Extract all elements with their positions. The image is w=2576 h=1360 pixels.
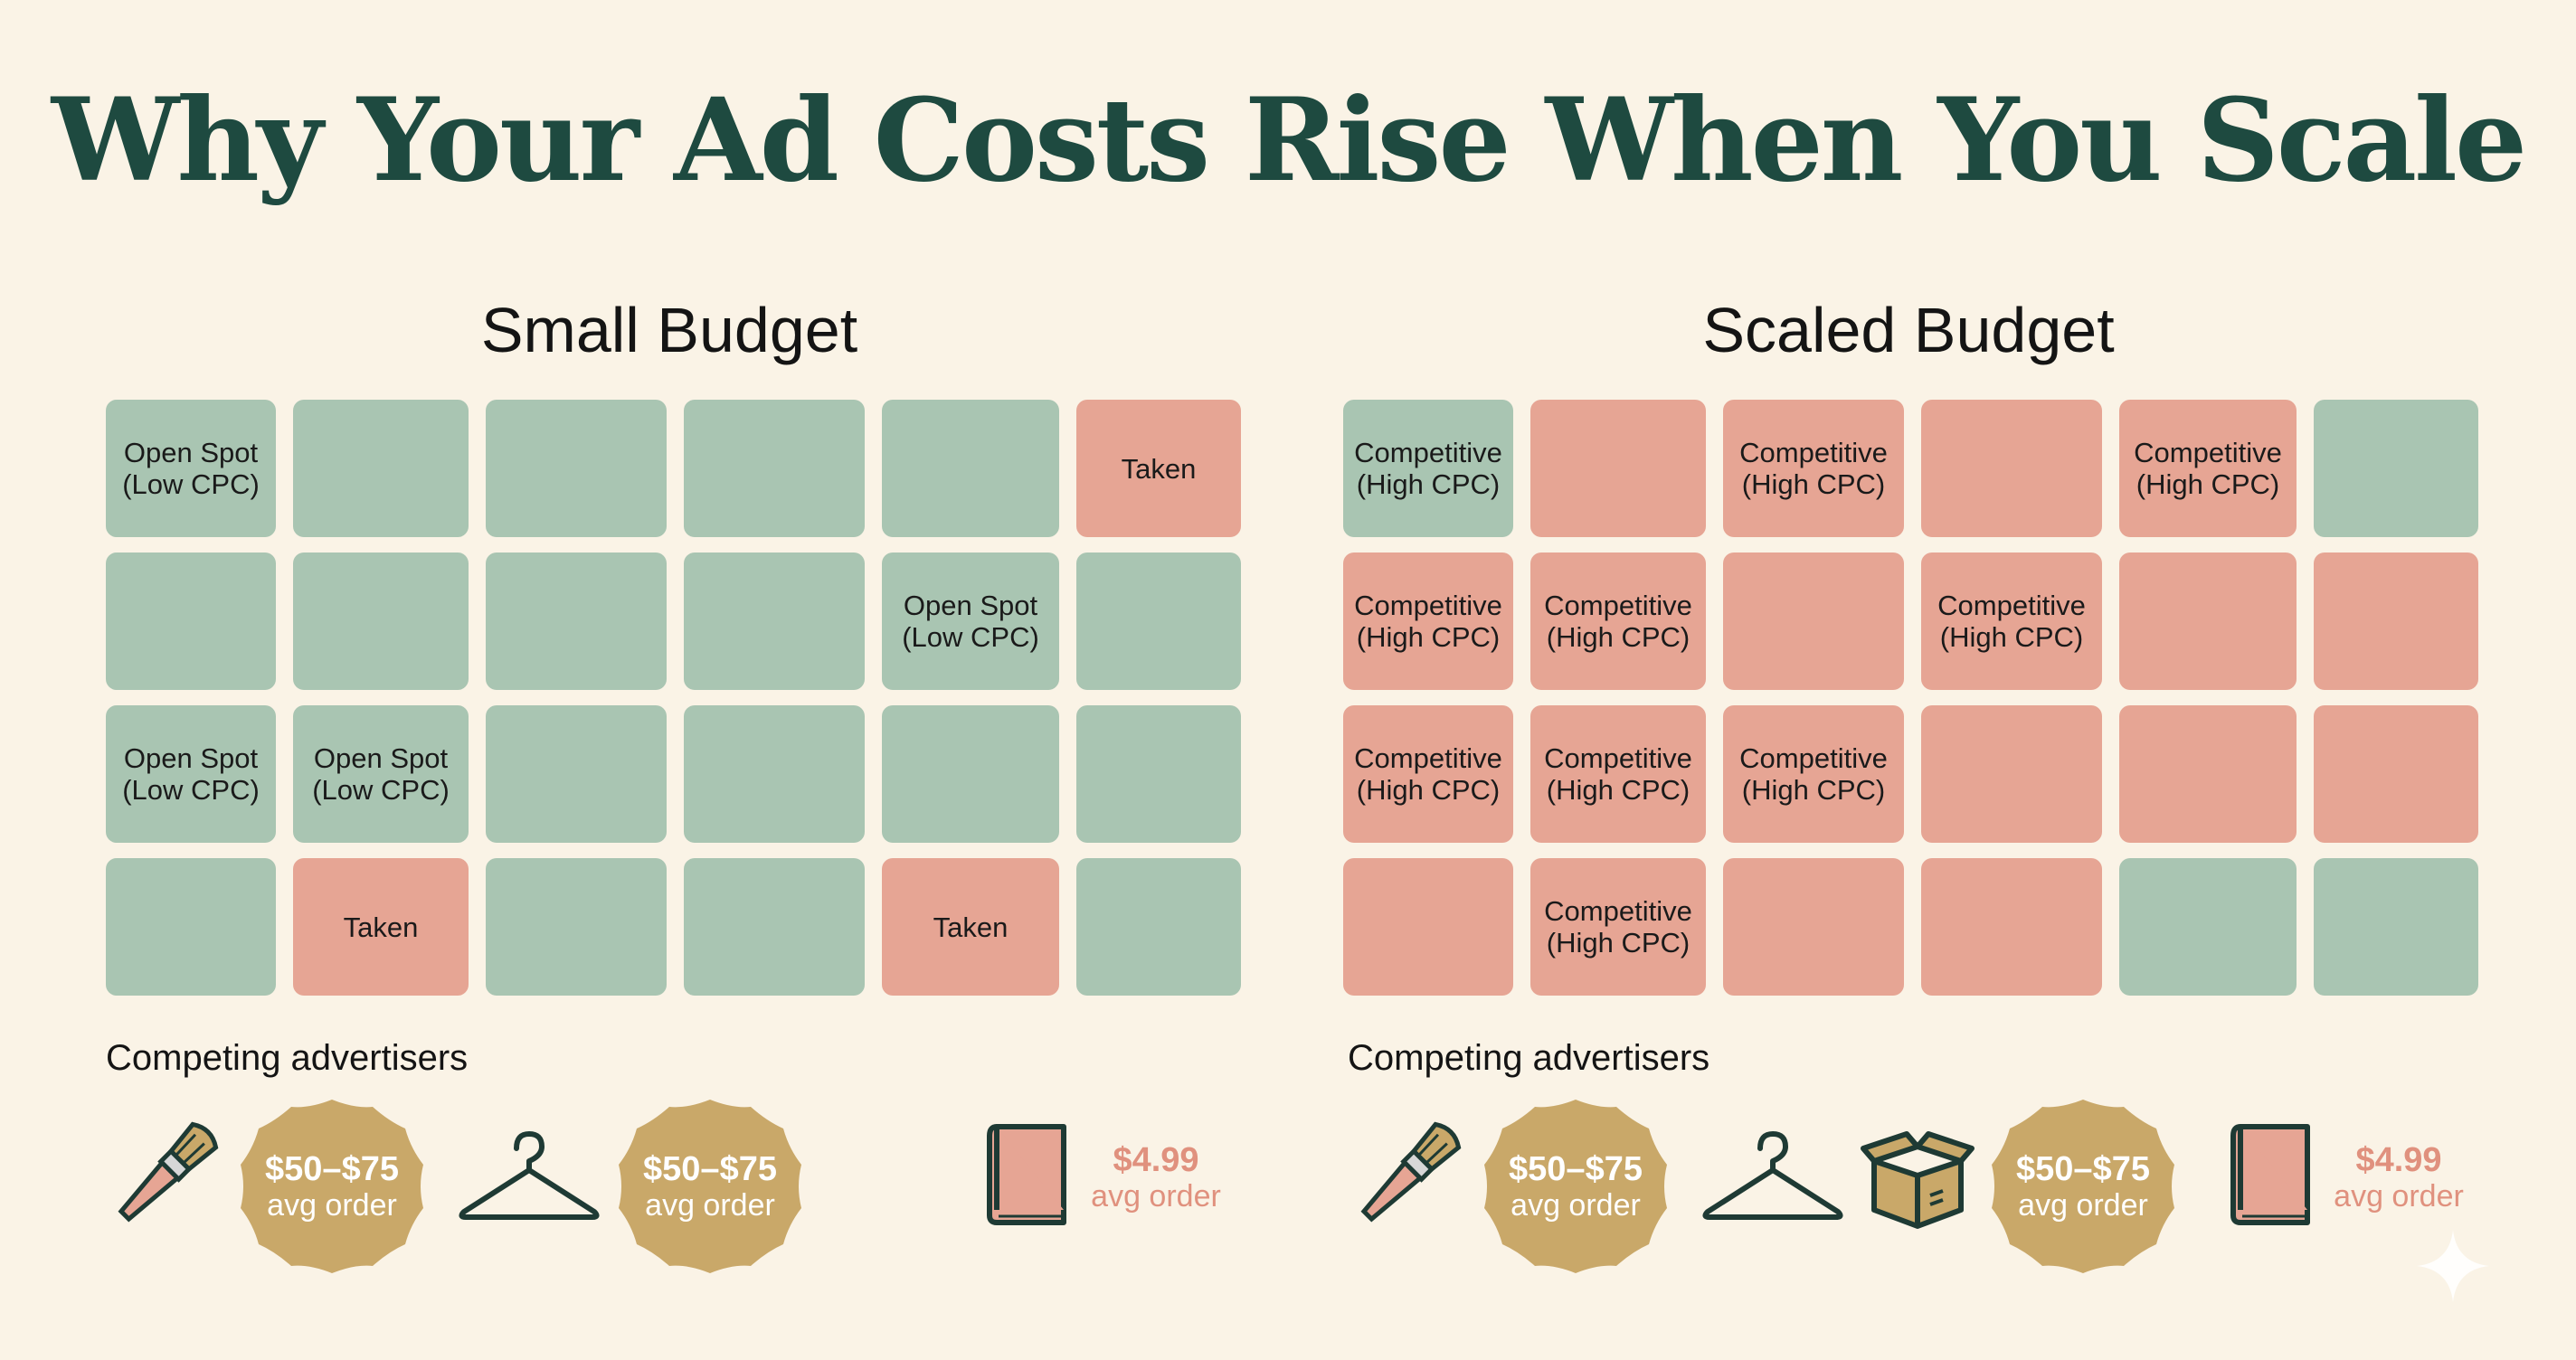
badge-shape-icon [241,1100,423,1273]
badge-price: $50–$75 [1509,1150,1643,1188]
open-ad-slot [1076,705,1241,843]
taken-ad-slot: Competitive (High CPC) [1723,705,1904,843]
open-ad-slot [486,705,667,843]
sparkle-icon [2417,1230,2489,1302]
price-badge: $50–$75 avg order [1988,1096,2178,1277]
cheap-price: $4.99 avg order [2317,1141,2480,1214]
taken-ad-slot [2314,552,2478,690]
open-ad-slot [486,858,667,996]
makeup-brush-icon [1360,1121,1462,1223]
taken-ad-slot [1921,400,2102,537]
open-ad-slot [882,705,1059,843]
open-ad-slot [1076,858,1241,996]
taken-ad-slot: Competitive (High CPC) [1530,552,1706,690]
open-ad-slot [486,552,667,690]
small-budget-competitors-label: Competing advertisers [106,1038,469,1078]
cheap-price: $4.99 avg order [1075,1141,1237,1214]
open-ad-slot [2314,400,2478,537]
badge-price: $50–$75 [643,1150,777,1188]
badge-sub: avg order [1511,1188,1641,1223]
open-ad-slot [684,552,865,690]
open-ad-slot [882,400,1059,537]
open-ad-slot [2314,858,2478,996]
taken-ad-slot [2119,705,2297,843]
open-ad-slot [684,705,865,843]
taken-ad-slot: Competitive (High CPC) [1530,705,1706,843]
taken-ad-slot: Competitive (High CPC) [1921,552,2102,690]
makeup-brush-icon [118,1121,219,1223]
taken-ad-slot [1530,400,1706,537]
badge-shape-icon [619,1100,801,1273]
main-title: Why Your Ad Costs Rise When You Scale [51,73,2527,207]
open-ad-slot: Open Spot (Low CPC) [106,400,276,537]
small-budget-grid: Open Spot (Low CPC) Taken Open Spot (Low C… [106,400,1242,996]
cheap-price-value: $4.99 [2355,1141,2442,1179]
badge-shape-icon [1992,1100,2174,1273]
taken-ad-slot: Competitive (High CPC) [1343,552,1513,690]
taken-ad-slot: Taken [293,858,469,996]
taken-ad-slot [2314,705,2478,843]
open-ad-slot [293,552,469,690]
scaled-budget-title: Scaled Budget [1702,295,2115,365]
box-icon [1861,1131,1975,1229]
taken-ad-slot: Competitive (High CPC) [1530,858,1706,996]
badge-shape-icon [1484,1100,1667,1273]
taken-ad-slot: Taken [882,858,1059,996]
badge-price: $50–$75 [265,1150,399,1188]
open-ad-slot: Open Spot (Low CPC) [882,552,1059,690]
open-ad-slot: Competitive (High CPC) [1343,400,1513,537]
hanger-icon [459,1131,600,1220]
open-ad-slot: Open Spot (Low CPC) [293,705,469,843]
taken-ad-slot [1921,858,2102,996]
book-icon [987,1124,1066,1225]
open-ad-slot [1076,552,1241,690]
badge-price: $50–$75 [2016,1150,2150,1188]
taken-ad-slot [2119,552,2297,690]
cheap-price-sub: avg order [1091,1179,1221,1214]
open-ad-slot [684,400,865,537]
scaled-budget-competitors-label: Competing advertisers [1348,1038,1710,1078]
taken-ad-slot: Competitive (High CPC) [2119,400,2297,537]
taken-ad-slot [1921,705,2102,843]
cheap-price-sub: avg order [2334,1179,2464,1214]
price-badge: $50–$75 avg order [1481,1096,1671,1277]
open-ad-slot [684,858,865,996]
hanger-icon [1702,1131,1843,1220]
taken-ad-slot: Competitive (High CPC) [1723,400,1904,537]
badge-sub: avg order [2018,1188,2148,1223]
open-ad-slot: Open Spot (Low CPC) [106,705,276,843]
book-icon [2230,1124,2310,1225]
open-ad-slot [293,400,469,537]
open-ad-slot [486,400,667,537]
taken-ad-slot [1343,858,1513,996]
taken-ad-slot [1723,858,1904,996]
open-ad-slot [106,858,276,996]
taken-ad-slot [1723,552,1904,690]
scaled-budget-grid: Competitive (High CPC) Competitive (High … [1343,400,2479,996]
small-budget-title: Small Budget [480,295,858,365]
badge-sub: avg order [645,1188,775,1223]
badge-sub: avg order [267,1188,397,1223]
taken-ad-slot: Taken [1076,400,1241,537]
cheap-price-value: $4.99 [1113,1141,1199,1179]
price-badge: $50–$75 avg order [615,1096,805,1277]
price-badge: $50–$75 avg order [237,1096,427,1277]
open-ad-slot [2119,858,2297,996]
open-ad-slot [106,552,276,690]
taken-ad-slot: Competitive (High CPC) [1343,705,1513,843]
